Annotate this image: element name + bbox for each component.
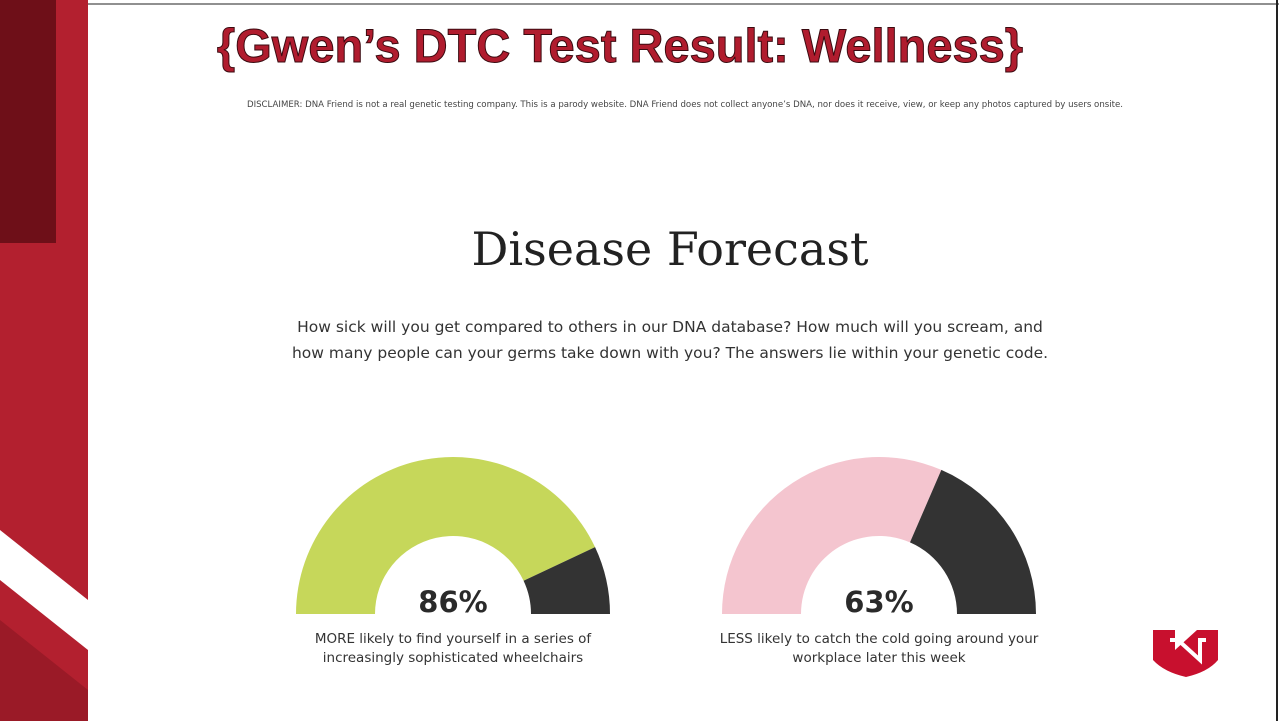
gauge-caption: MORE likely to find yourself in a series… — [314, 631, 592, 666]
value-label: 63% — [844, 585, 913, 619]
slide-title: {Gwen’s DTC Test Result: Wellness} — [216, 19, 1024, 73]
side-band-dark — [0, 0, 56, 243]
gauge-caption: LESS likely to catch the cold going arou… — [719, 631, 1039, 666]
intro: How sick will you get compared to others… — [291, 318, 1049, 362]
gauge-rest — [523, 547, 610, 614]
value-label: 86% — [418, 585, 487, 619]
disclaimer: DISCLAIMER: DNA Friend is not a real gen… — [246, 100, 1124, 110]
gauge-rest — [909, 469, 1036, 614]
side-stripe — [0, 530, 88, 650]
logo-mark — [1170, 638, 1206, 665]
heading: Disease Forecast — [471, 222, 869, 276]
gauge-value — [722, 457, 942, 614]
side-stripe-dark — [0, 620, 88, 721]
logo — [1153, 630, 1218, 677]
gauge-value — [296, 457, 596, 614]
